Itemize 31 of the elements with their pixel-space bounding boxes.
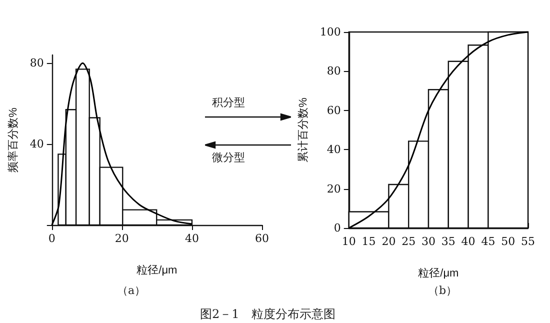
x-tick-label: 55 [521, 235, 535, 248]
x-tick-label: 40 [461, 235, 476, 248]
y-tick-label: 60 [326, 104, 341, 117]
x-axis-title: 粒径/μm [136, 264, 178, 276]
x-tick-label: 50 [501, 235, 516, 248]
y-axis-title: 累计百分数% [296, 97, 310, 162]
line-series [51, 62, 193, 226]
x-tick-label: 35 [441, 235, 456, 248]
y-tick-label: 20 [326, 182, 341, 196]
x-tick-label: 30 [422, 235, 436, 248]
y-tick-label: 80 [326, 64, 341, 78]
text: （b） [428, 283, 458, 298]
y-tick-label: 40 [326, 143, 341, 156]
y-tick-label: 0 [334, 222, 341, 234]
x-tick-label: 45 [481, 235, 496, 248]
x-tick-label: 20 [114, 232, 129, 245]
x-tick-label: 0 [48, 232, 56, 245]
annotation: 微分型 [212, 150, 245, 165]
x-tick-label: 60 [255, 232, 269, 245]
annotation: 积分型 [212, 95, 245, 110]
x-tick-label: 10 [342, 235, 356, 248]
x-tick-label: 40 [184, 232, 199, 245]
y-tick-label: 80 [30, 56, 44, 70]
y-tick-label: 100 [320, 26, 341, 38]
y-axis-title: 频率百分数% [6, 107, 20, 172]
x-tick-label: 20 [382, 235, 396, 248]
text: （a） [117, 283, 146, 298]
caption: 图2－1 粒度分布示意图 [200, 306, 336, 323]
x-axis-title: 粒径/μm [418, 268, 459, 280]
x-tick-label: 15 [362, 235, 376, 248]
x-tick-label: 25 [402, 235, 416, 248]
